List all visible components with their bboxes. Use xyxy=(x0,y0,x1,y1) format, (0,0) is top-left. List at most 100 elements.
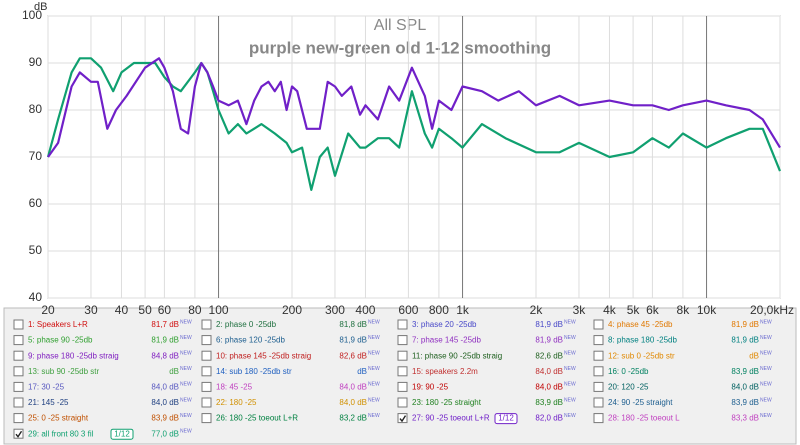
x-tick-label: 40 xyxy=(115,303,129,317)
new-tag: NEW xyxy=(180,335,192,341)
checkbox[interactable] xyxy=(13,350,24,361)
checkbox[interactable] xyxy=(201,335,212,346)
checkbox[interactable] xyxy=(13,397,24,408)
x-tick-label: 400 xyxy=(355,303,375,317)
level-value: 81,9 dB xyxy=(535,320,563,329)
checkbox[interactable] xyxy=(201,397,212,408)
y-tick-label: 70 xyxy=(29,149,43,163)
level-value: 82,0 dB xyxy=(535,414,563,423)
level-value: dB xyxy=(749,351,759,360)
new-tag: NEW xyxy=(368,319,380,325)
new-tag: NEW xyxy=(368,366,380,372)
checkbox[interactable] xyxy=(397,350,408,361)
checkbox[interactable] xyxy=(397,397,408,408)
smoothing-label: 1/12 xyxy=(114,429,130,438)
series-name: 27: 90 -25 toeout L+R xyxy=(412,414,490,423)
series-name: 14: sub 180 -25db str xyxy=(216,367,292,376)
x-tick-label: 5k xyxy=(627,303,641,317)
series-name: 8: phase 180 -25db xyxy=(608,336,677,345)
new-tag: NEW xyxy=(180,366,192,372)
checkbox[interactable] xyxy=(13,428,24,439)
checkbox[interactable] xyxy=(201,366,212,377)
checkbox[interactable] xyxy=(593,413,604,424)
checkbox[interactable] xyxy=(397,319,408,330)
x-tick-label: 600 xyxy=(398,303,418,317)
y-tick-label: 100 xyxy=(22,8,42,22)
new-tag: NEW xyxy=(564,366,576,372)
x-tick-label: 6k xyxy=(646,303,660,317)
level-value: 84,0 dB xyxy=(151,398,179,407)
x-tick-label: 200 xyxy=(282,303,302,317)
x-tick-label: 20 xyxy=(41,303,55,317)
series-name: 3: phase 20 -25db xyxy=(412,320,477,329)
checkbox[interactable] xyxy=(593,319,604,330)
x-tick-label: 60 xyxy=(158,303,172,317)
checkbox[interactable] xyxy=(201,319,212,330)
series-name: 1: Speakers L+R xyxy=(28,320,88,329)
level-value: 81,9 dB xyxy=(339,336,367,345)
checkbox[interactable] xyxy=(593,381,604,392)
checkbox[interactable] xyxy=(13,366,24,377)
level-value: 81,9 dB xyxy=(731,336,759,345)
new-tag: NEW xyxy=(564,397,576,403)
new-tag: NEW xyxy=(564,351,576,357)
level-value: 81,9 dB xyxy=(731,320,759,329)
checkbox[interactable] xyxy=(201,350,212,361)
smoothing-label: 1/12 xyxy=(498,414,514,423)
new-tag: NEW xyxy=(368,413,380,419)
x-tick-label: 2k xyxy=(530,303,544,317)
chart-title: All SPL xyxy=(374,17,427,34)
checkbox[interactable] xyxy=(201,381,212,392)
checkbox[interactable] xyxy=(397,381,408,392)
new-tag: NEW xyxy=(564,335,576,341)
new-tag: NEW xyxy=(564,382,576,388)
new-tag: NEW xyxy=(564,319,576,325)
x-tick-label: 100 xyxy=(209,303,229,317)
level-value: 84,0 dB xyxy=(535,367,563,376)
series-name: 16: 0 -25db xyxy=(608,367,649,376)
new-tag: NEW xyxy=(760,366,772,372)
checkbox[interactable] xyxy=(397,335,408,346)
new-tag: NEW xyxy=(760,351,772,357)
checkbox[interactable] xyxy=(593,350,604,361)
level-value: 84,0 dB xyxy=(151,383,179,392)
series-name: 4: phase 45 -25db xyxy=(608,320,673,329)
x-tick-label: 20,0kHz xyxy=(750,303,794,317)
x-tick-label: 10k xyxy=(697,303,717,317)
series-name: 9: phase 180 -25db straig xyxy=(28,351,119,360)
level-value: 81,9 dB xyxy=(151,336,179,345)
y-tick-label: 50 xyxy=(29,243,43,257)
checkbox[interactable] xyxy=(201,413,212,424)
new-tag: NEW xyxy=(368,382,380,388)
new-tag: NEW xyxy=(180,382,192,388)
checkbox[interactable] xyxy=(593,366,604,377)
series-name: 28: 180 -25 toeout L xyxy=(608,414,680,423)
y-tick-label: 40 xyxy=(29,290,43,304)
x-tick-label: 3k xyxy=(573,303,587,317)
checkbox[interactable] xyxy=(13,413,24,424)
x-tick-label: 50 xyxy=(138,303,152,317)
series-name: 5: phase 90 -25db xyxy=(28,336,93,345)
series-name: 20: 120 -25 xyxy=(608,383,649,392)
checkbox[interactable] xyxy=(593,397,604,408)
checkbox[interactable] xyxy=(397,413,408,424)
smoothing-icon xyxy=(110,428,134,440)
checkbox[interactable] xyxy=(13,319,24,330)
checkbox[interactable] xyxy=(13,381,24,392)
new-tag: NEW xyxy=(368,397,380,403)
level-value: 84,0 dB xyxy=(339,398,367,407)
new-tag: NEW xyxy=(564,413,576,419)
level-value: 83,2 dB xyxy=(339,414,367,423)
checkbox[interactable] xyxy=(13,335,24,346)
series-name: 29: all front 80 3 fil xyxy=(28,429,94,438)
checkbox[interactable] xyxy=(397,366,408,377)
new-tag: NEW xyxy=(368,351,380,357)
x-tick-label: 300 xyxy=(325,303,345,317)
y-tick-label: 80 xyxy=(29,102,43,116)
checkbox[interactable] xyxy=(593,335,604,346)
new-tag: NEW xyxy=(760,335,772,341)
level-value: 83,9 dB xyxy=(535,398,563,407)
x-tick-label: 30 xyxy=(84,303,98,317)
level-value: 83,9 dB xyxy=(151,414,179,423)
